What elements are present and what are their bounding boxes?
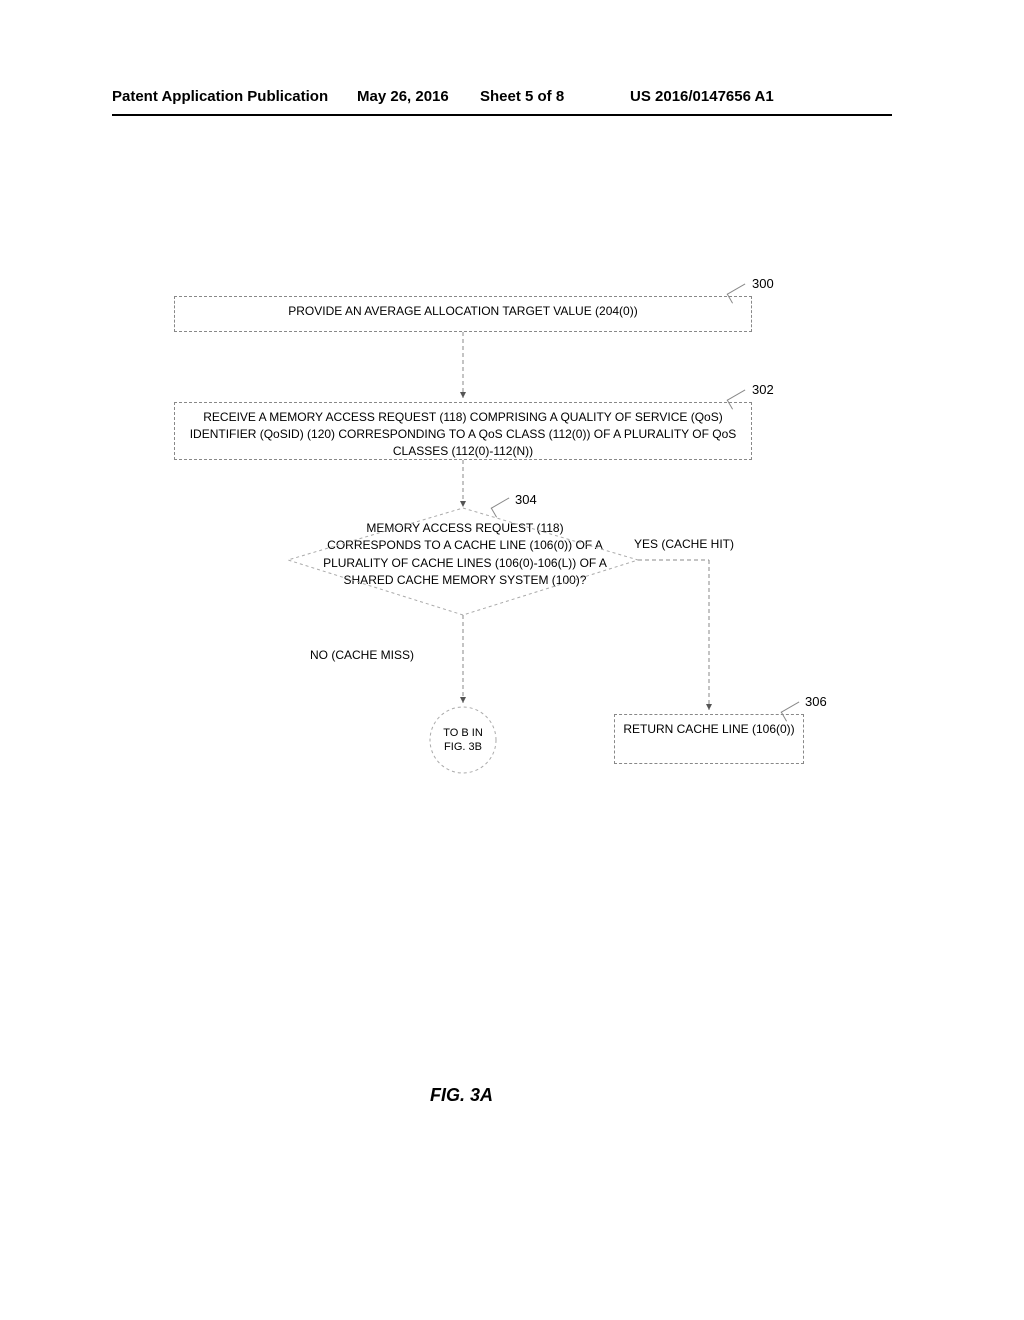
flow-svg — [0, 0, 1024, 1320]
page: Patent Application Publication May 26, 2… — [0, 0, 1024, 1320]
